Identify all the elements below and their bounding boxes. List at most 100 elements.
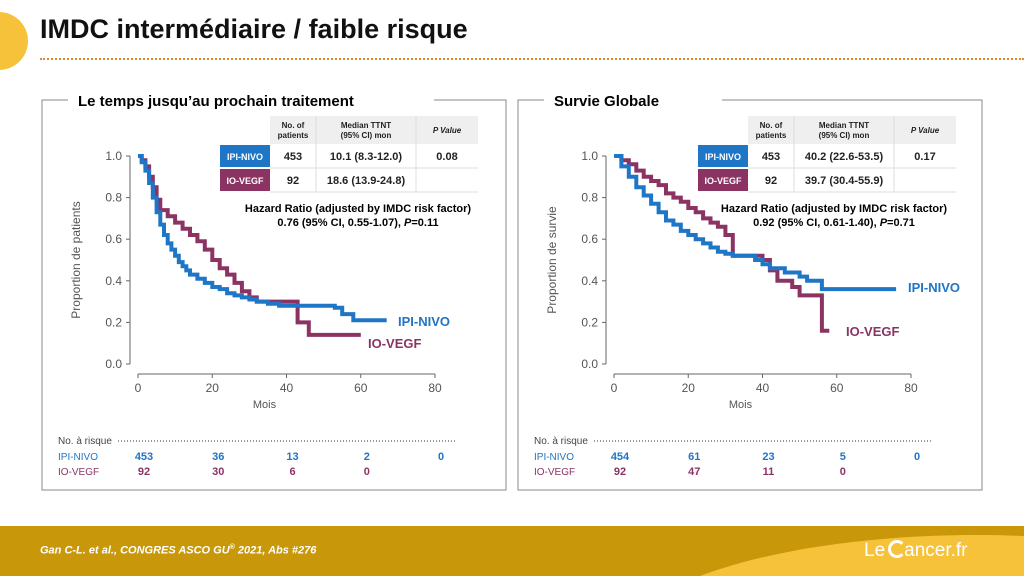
y-tick-label: 0.0 [581,357,598,371]
table-header-bg [270,116,478,144]
risk-value: 36 [212,451,224,463]
chart-title: Survie Globale [554,93,659,110]
x-tick-label: 60 [830,381,844,395]
x-tick-label: 20 [206,381,220,395]
y-tick-label: 0.6 [581,232,598,246]
table-header-pvalue: P Value [433,126,462,135]
io-vegf-curve-label: IO-VEGF [368,336,422,351]
y-axis-label: Proportion de survie [545,206,559,314]
risk-value: 5 [840,451,846,463]
hazard-ratio-p-value: =0.71 [887,217,915,229]
y-tick-label: 0.4 [105,274,122,288]
io-vegf-curve [614,154,830,333]
citation-registered-mark: ® [229,544,235,551]
hazard-ratio-title: Hazard Ratio (adjusted by IMDC risk fact… [245,203,471,215]
ipi-nivo-curve [614,154,897,292]
x-tick-label: 0 [135,381,142,395]
x-tick-label: 80 [904,381,918,395]
x-tick-label: 0 [611,381,618,395]
title-divider [40,58,1024,60]
table-cell-median: 10.1 (8.3-12.0) [330,151,402,163]
ttnt-km-chart: Le temps jusqu’au prochain traitement 0.0… [41,93,507,491]
risk-value: 0 [438,451,444,463]
risk-value: 47 [688,466,700,478]
slide-title: IMDC intermédiaire / faible risque [40,14,468,44]
table-cell-median: 40.2 (22.6-53.5) [805,151,884,163]
footer-band [0,526,1024,576]
os-km-chart: Survie Globale 0.0 0.2 0.4 0.6 0.8 1.0 Proporti… [517,93,983,491]
table-row-label: IO-VEGF [226,176,264,186]
table-header-median: Median TTNT [819,121,869,130]
x-tick-label: 40 [756,381,770,395]
y-tick-label: 0.0 [105,357,122,371]
table-cell-median: 39.7 (30.4-55.9) [805,175,884,187]
hazard-ratio-p-label: P [880,217,888,229]
ipi-nivo-curve-label: IPI-NIVO [908,280,960,295]
risk-value: 6 [289,466,295,478]
risk-value: 0 [840,466,846,478]
risk-value: 92 [614,466,626,478]
table-header-median-2: (95% CI) mon [819,131,870,140]
table-header-bg [748,116,956,144]
hazard-ratio-value: 0.76 (95% CI, 0.55-1.07), P=0.11 [277,217,438,229]
panel-frame [517,99,983,491]
table-row-label-io [220,169,270,191]
y-tick-label: 1.0 [581,149,598,163]
y-tick-label: 0.2 [105,315,122,329]
y-tick-label: 0.2 [581,315,598,329]
table-row-label: IPI-NIVO [705,152,741,162]
risk-value: 454 [611,451,630,463]
citation-text: Gan C-L. et al., CONGRES ASCO GU [40,544,230,557]
table-row-label-ipi [698,145,748,167]
lecancer-logo[interactable]: Le ancer.fr [864,540,968,562]
table-header-patients-2: patients [278,131,309,140]
chart-title: Le temps jusqu’au prochain traitement [78,93,354,110]
risk-row-label: IO-VEGF [534,467,575,478]
x-axis-label: Mois [729,399,753,411]
hazard-ratio-p-label: P [404,217,412,229]
risk-value: 453 [135,451,153,463]
table-cell-pvalue: 0.08 [436,151,457,163]
y-tick-label: 0.8 [581,191,598,205]
risk-value: 2 [364,451,370,463]
citation-tail: 2021, Abs #276 [234,544,317,557]
table-row-label-ipi [220,145,270,167]
table-header-median-2: (95% CI) mon [341,131,392,140]
risk-table-header: No. à risque [534,436,588,447]
table-cell-median: 18.6 (13.9-24.8) [327,175,406,187]
hazard-ratio-title: Hazard Ratio (adjusted by IMDC risk fact… [721,203,947,215]
logo-le: Le [864,540,886,561]
table-cell-pvalue: 0.17 [914,151,935,163]
risk-value: 0 [914,451,920,463]
risk-row-label: IPI-NIVO [58,452,98,463]
table-header-median: Median TTNT [341,121,391,130]
y-axis-label: Proportion de patients [69,201,83,318]
citation: Gan C-L. et al., CONGRES ASCO GU® 2021, … [40,544,316,557]
risk-value: 0 [364,466,370,478]
ipi-nivo-curve [138,154,387,323]
risk-value: 61 [688,451,700,463]
table-header-patients: No. of [282,121,305,130]
risk-value: 23 [762,451,774,463]
ipi-nivo-curve-label: IPI-NIVO [398,314,450,329]
risk-row-label: IPI-NIVO [534,452,574,463]
logo-ancer: ancer.fr [904,540,968,561]
x-axis-label: Mois [253,399,277,411]
y-tick-label: 1.0 [105,149,122,163]
hazard-ratio-ci: 0.92 (95% CI, 0.61-1.40), [753,217,880,229]
table-cell-n: 453 [284,151,302,163]
table-cell-n: 92 [287,175,299,187]
table-cell-n: 453 [762,151,780,163]
x-tick-label: 80 [428,381,442,395]
io-vegf-curve-label: IO-VEGF [846,324,900,339]
table-header-patients-2: patients [756,131,787,140]
table-row-label-io [698,169,748,191]
y-tick-label: 0.4 [581,274,598,288]
table-row-label: IPI-NIVO [227,152,263,162]
hazard-ratio-value: 0.92 (95% CI, 0.61-1.40), P=0.71 [753,217,915,229]
risk-value: 30 [212,466,224,478]
y-tick-label: 0.6 [105,232,122,246]
table-header-pvalue: P Value [911,126,940,135]
x-tick-label: 40 [280,381,294,395]
x-tick-label: 60 [354,381,368,395]
